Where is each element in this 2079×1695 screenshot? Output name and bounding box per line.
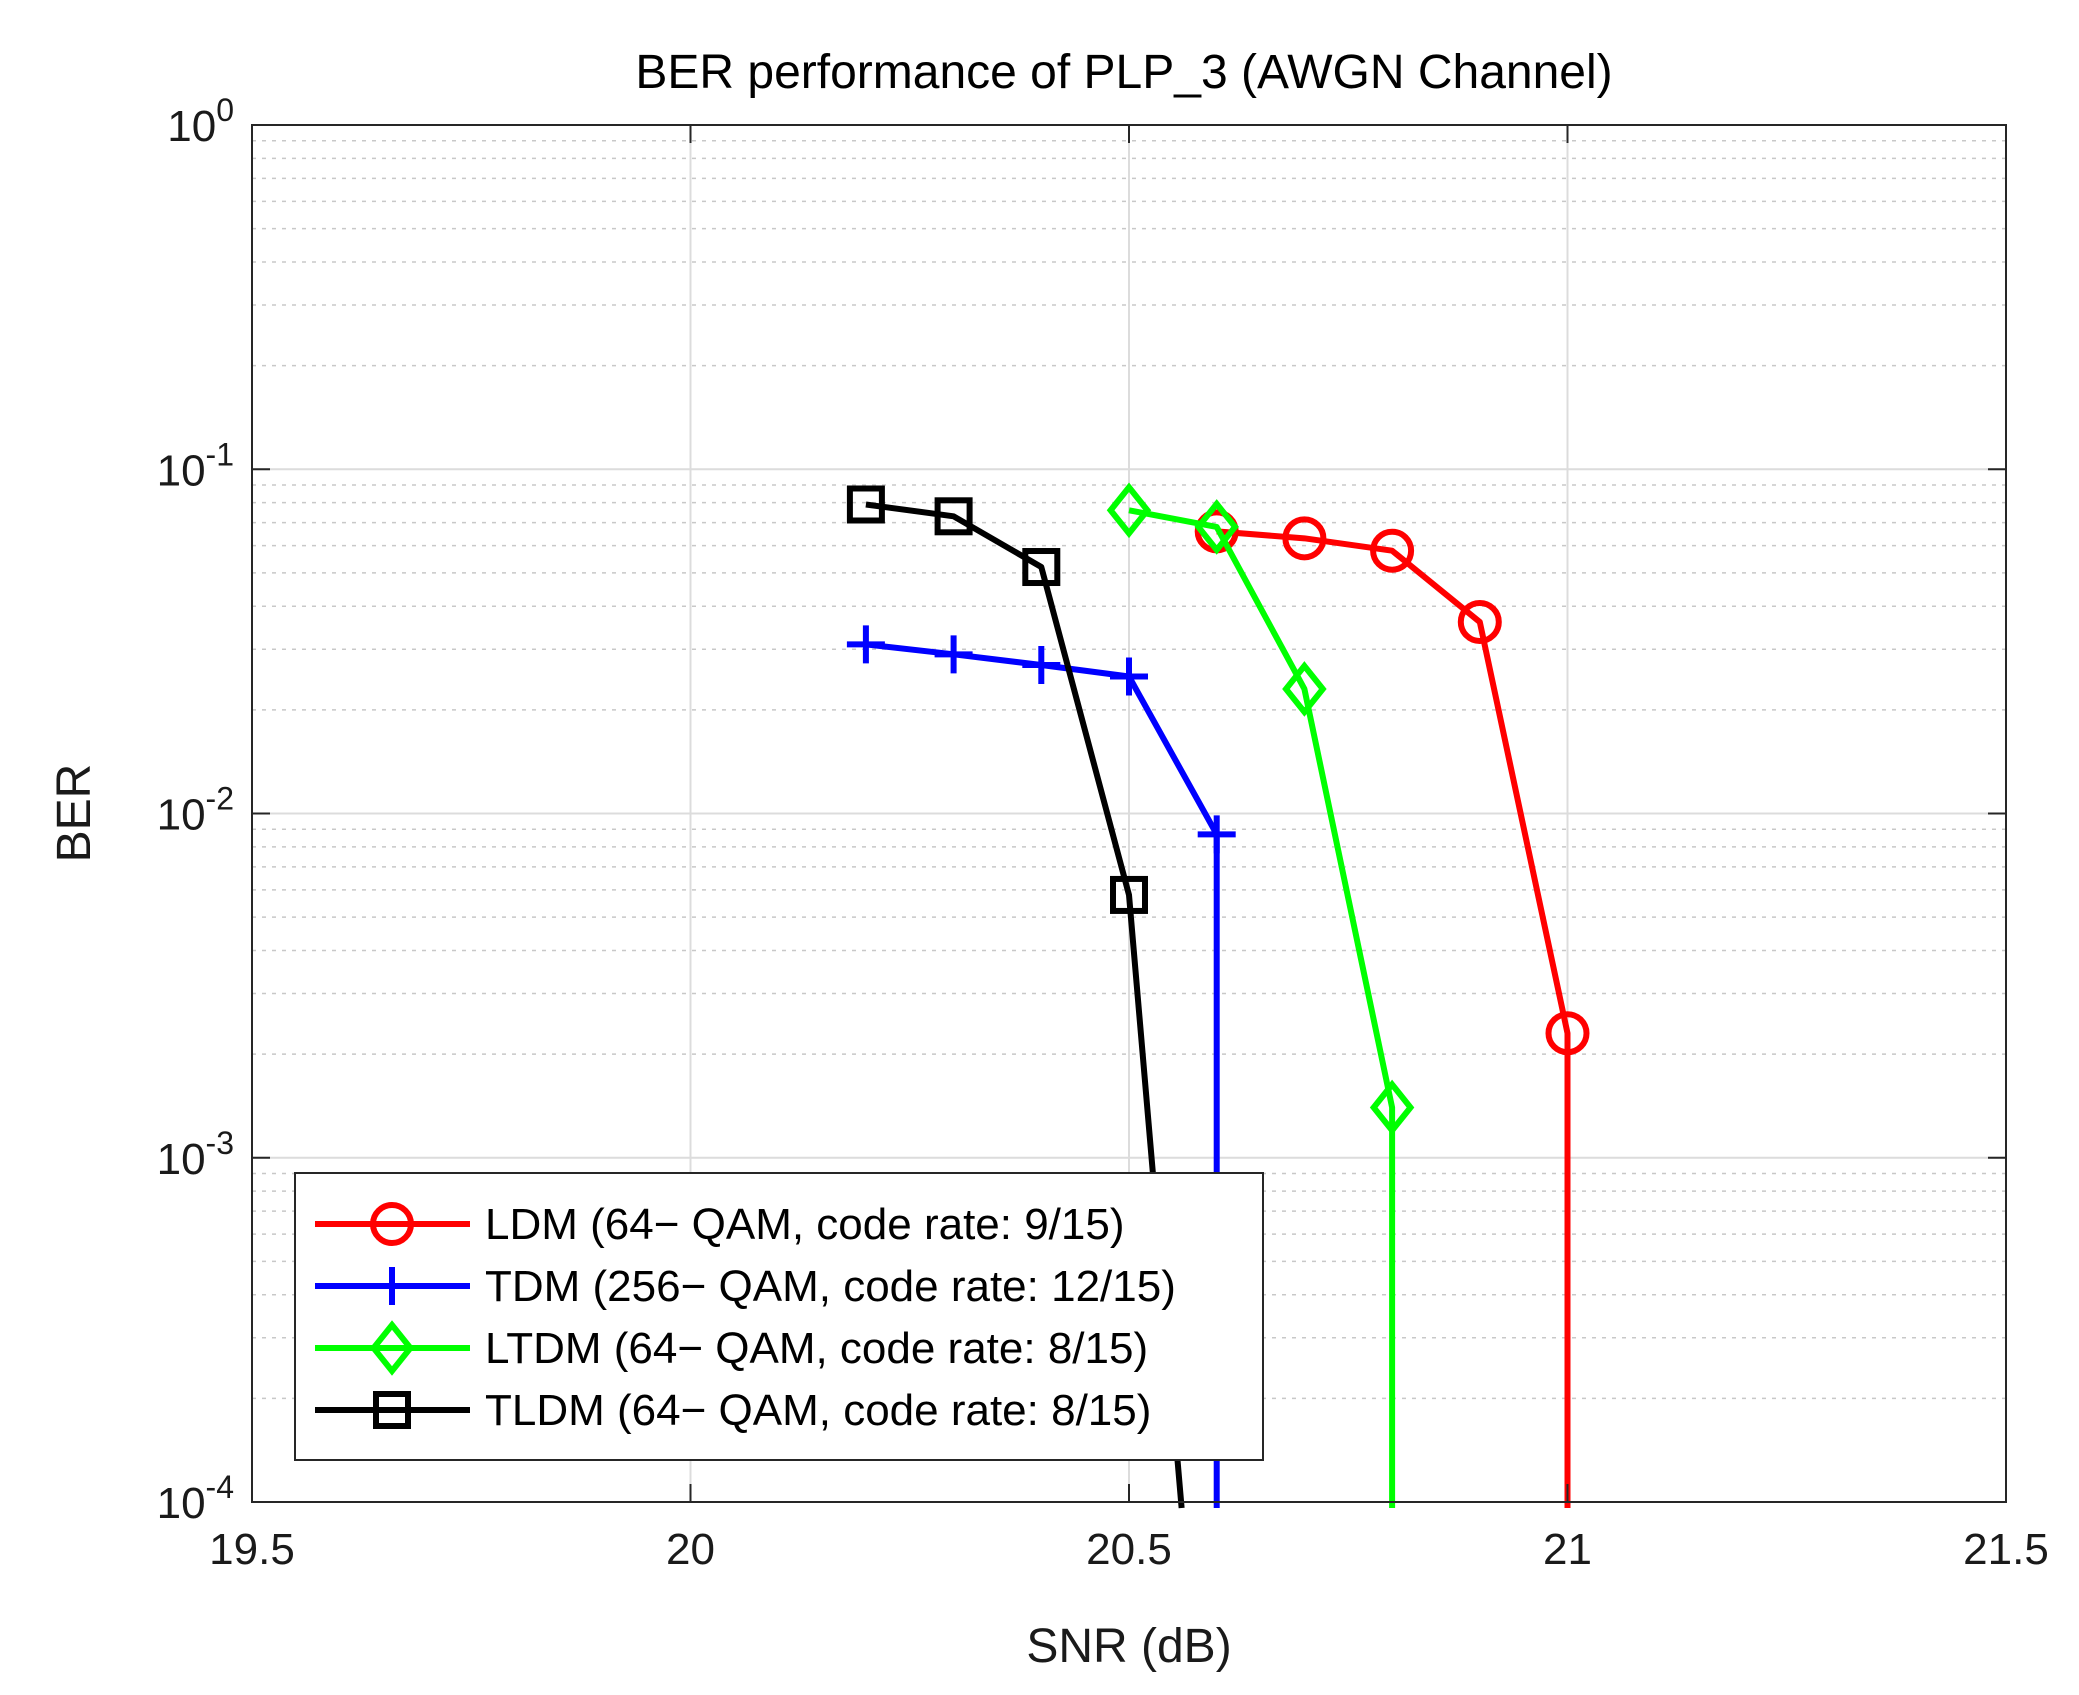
legend-entry-0: LDM (64− QAM, code rate: 9/15) bbox=[315, 1200, 1125, 1249]
legend-entry-3: TLDM (64− QAM, code rate: 8/15) bbox=[315, 1386, 1151, 1435]
data-point bbox=[1370, 528, 1415, 573]
series-line bbox=[1216, 528, 1571, 1508]
x-axis-label: SNR (dB) bbox=[1026, 1620, 1231, 1673]
legend-swatch-marker bbox=[373, 1267, 411, 1305]
x-tick-label: 20.5 bbox=[1086, 1525, 1172, 1574]
legend-label: LTDM (64− QAM, code rate: 8/15) bbox=[485, 1324, 1148, 1373]
data-point bbox=[1282, 516, 1327, 561]
series-group bbox=[846, 482, 1590, 1509]
y-axis-label: BER bbox=[48, 764, 101, 863]
data-point bbox=[1197, 815, 1236, 854]
y-tick-label: 10-3 bbox=[157, 1125, 234, 1184]
series-0 bbox=[1194, 509, 1590, 1508]
legend-entry-2: LTDM (64− QAM, code rate: 8/15) bbox=[315, 1320, 1148, 1376]
data-point bbox=[1194, 499, 1239, 555]
x-tick-label: 20 bbox=[666, 1525, 715, 1574]
y-tick-label: 100 bbox=[167, 92, 234, 151]
y-tick-label: 10-1 bbox=[157, 436, 234, 495]
x-tick-label: 21.5 bbox=[1963, 1525, 2049, 1574]
grid bbox=[251, 124, 2007, 1503]
legend-entry-1: TDM (256− QAM, code rate: 12/15) bbox=[315, 1262, 1176, 1311]
data-point bbox=[1545, 1011, 1590, 1056]
data-point bbox=[1110, 657, 1148, 696]
legend-label: TDM (256− QAM, code rate: 12/15) bbox=[485, 1262, 1176, 1311]
data-point bbox=[934, 635, 973, 674]
legend-label: LDM (64− QAM, code rate: 9/15) bbox=[485, 1200, 1125, 1249]
legend-swatch-marker bbox=[369, 1320, 415, 1376]
legend-swatch-marker bbox=[373, 1391, 411, 1429]
data-point bbox=[1022, 548, 1061, 587]
data-point bbox=[1022, 646, 1061, 685]
data-point bbox=[934, 497, 973, 536]
data-point bbox=[846, 625, 885, 664]
legend: LDM (64− QAM, code rate: 9/15) TDM (256− … bbox=[294, 1172, 1264, 1461]
legend-swatch-marker bbox=[370, 1202, 414, 1246]
y-tick-label: 10-2 bbox=[157, 781, 234, 840]
series-line bbox=[865, 501, 1185, 1509]
data-point bbox=[1282, 661, 1327, 717]
data-point bbox=[846, 485, 885, 524]
x-tick-label: 19.5 bbox=[209, 1525, 295, 1574]
data-point bbox=[1110, 875, 1148, 914]
series-2 bbox=[1106, 482, 1415, 1508]
data-point bbox=[1106, 482, 1152, 539]
x-tick-label: 21 bbox=[1543, 1525, 1592, 1574]
series-1 bbox=[846, 625, 1236, 1508]
series-line bbox=[1128, 507, 1396, 1508]
data-point bbox=[1369, 1079, 1415, 1136]
legend-label: TLDM (64− QAM, code rate: 8/15) bbox=[485, 1386, 1151, 1435]
chart-title: BER performance of PLP_3 (AWGN Channel) bbox=[635, 46, 1612, 99]
series-3 bbox=[846, 485, 1185, 1509]
y-tick-label: 10-4 bbox=[157, 1469, 234, 1528]
data-point bbox=[1457, 599, 1502, 644]
ticks: 19.5 20 20.5 21 21.5 100 10-1 10-2 10-3 10-4 bbox=[157, 92, 2049, 1574]
